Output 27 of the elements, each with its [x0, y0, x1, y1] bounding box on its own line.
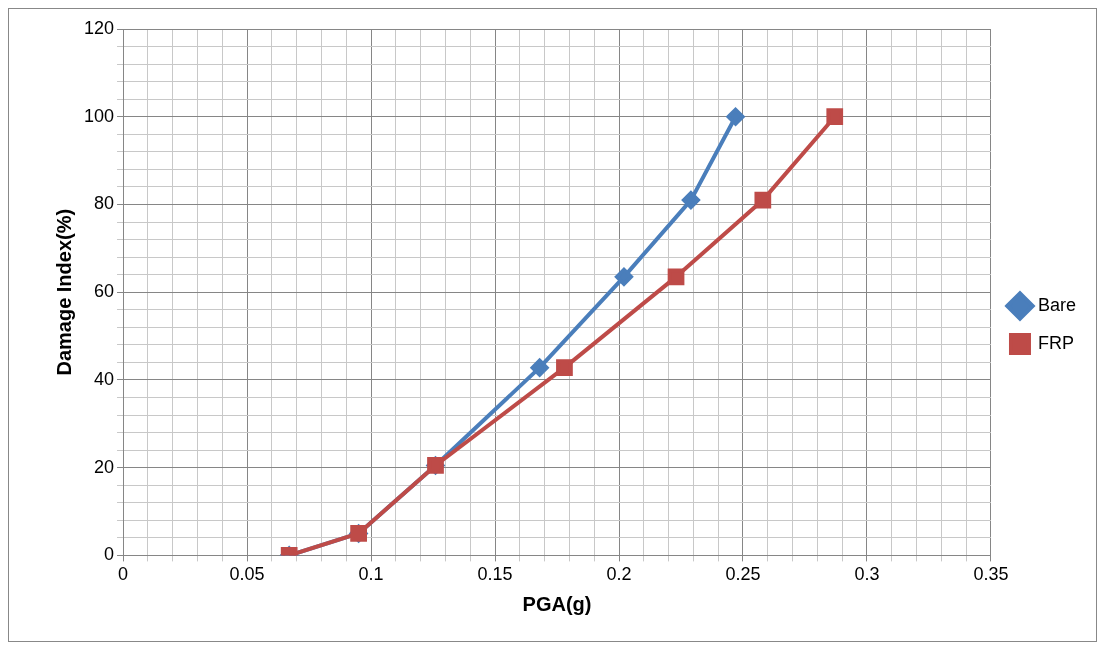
- y-tick-label: 0: [104, 544, 115, 565]
- x-tick-label: 0.3: [854, 564, 880, 585]
- x-tick-label: 0.1: [358, 564, 384, 585]
- y-tick-label: 20: [94, 456, 115, 477]
- y-tick-label: 120: [83, 17, 115, 38]
- point: [681, 191, 700, 210]
- x-axis-title: PGA(g): [522, 592, 592, 615]
- y-tick-label: 40: [94, 368, 115, 389]
- y-tick-label: 100: [83, 105, 115, 126]
- legend-label: Bare: [1037, 294, 1077, 315]
- x-tick-label: 0.05: [229, 564, 265, 585]
- y-tick-label: 60: [94, 281, 115, 302]
- x-tick-label: 0: [118, 564, 129, 585]
- x-tick-label: 0.35: [973, 564, 1009, 585]
- point: [726, 107, 745, 126]
- x-tick-label: 0.15: [477, 564, 513, 585]
- point: [754, 191, 772, 209]
- point: [826, 108, 844, 126]
- point: [614, 267, 633, 286]
- y-tick-label: 80: [94, 193, 115, 214]
- point: [667, 268, 685, 286]
- x-tick-label: 0.2: [606, 564, 632, 585]
- point: [530, 358, 549, 377]
- x-tick-label: 0.25: [725, 564, 761, 585]
- point: [556, 359, 573, 377]
- legend-label: FRP: [1037, 332, 1074, 353]
- y-axis-title: Damage Index(%): [52, 208, 75, 376]
